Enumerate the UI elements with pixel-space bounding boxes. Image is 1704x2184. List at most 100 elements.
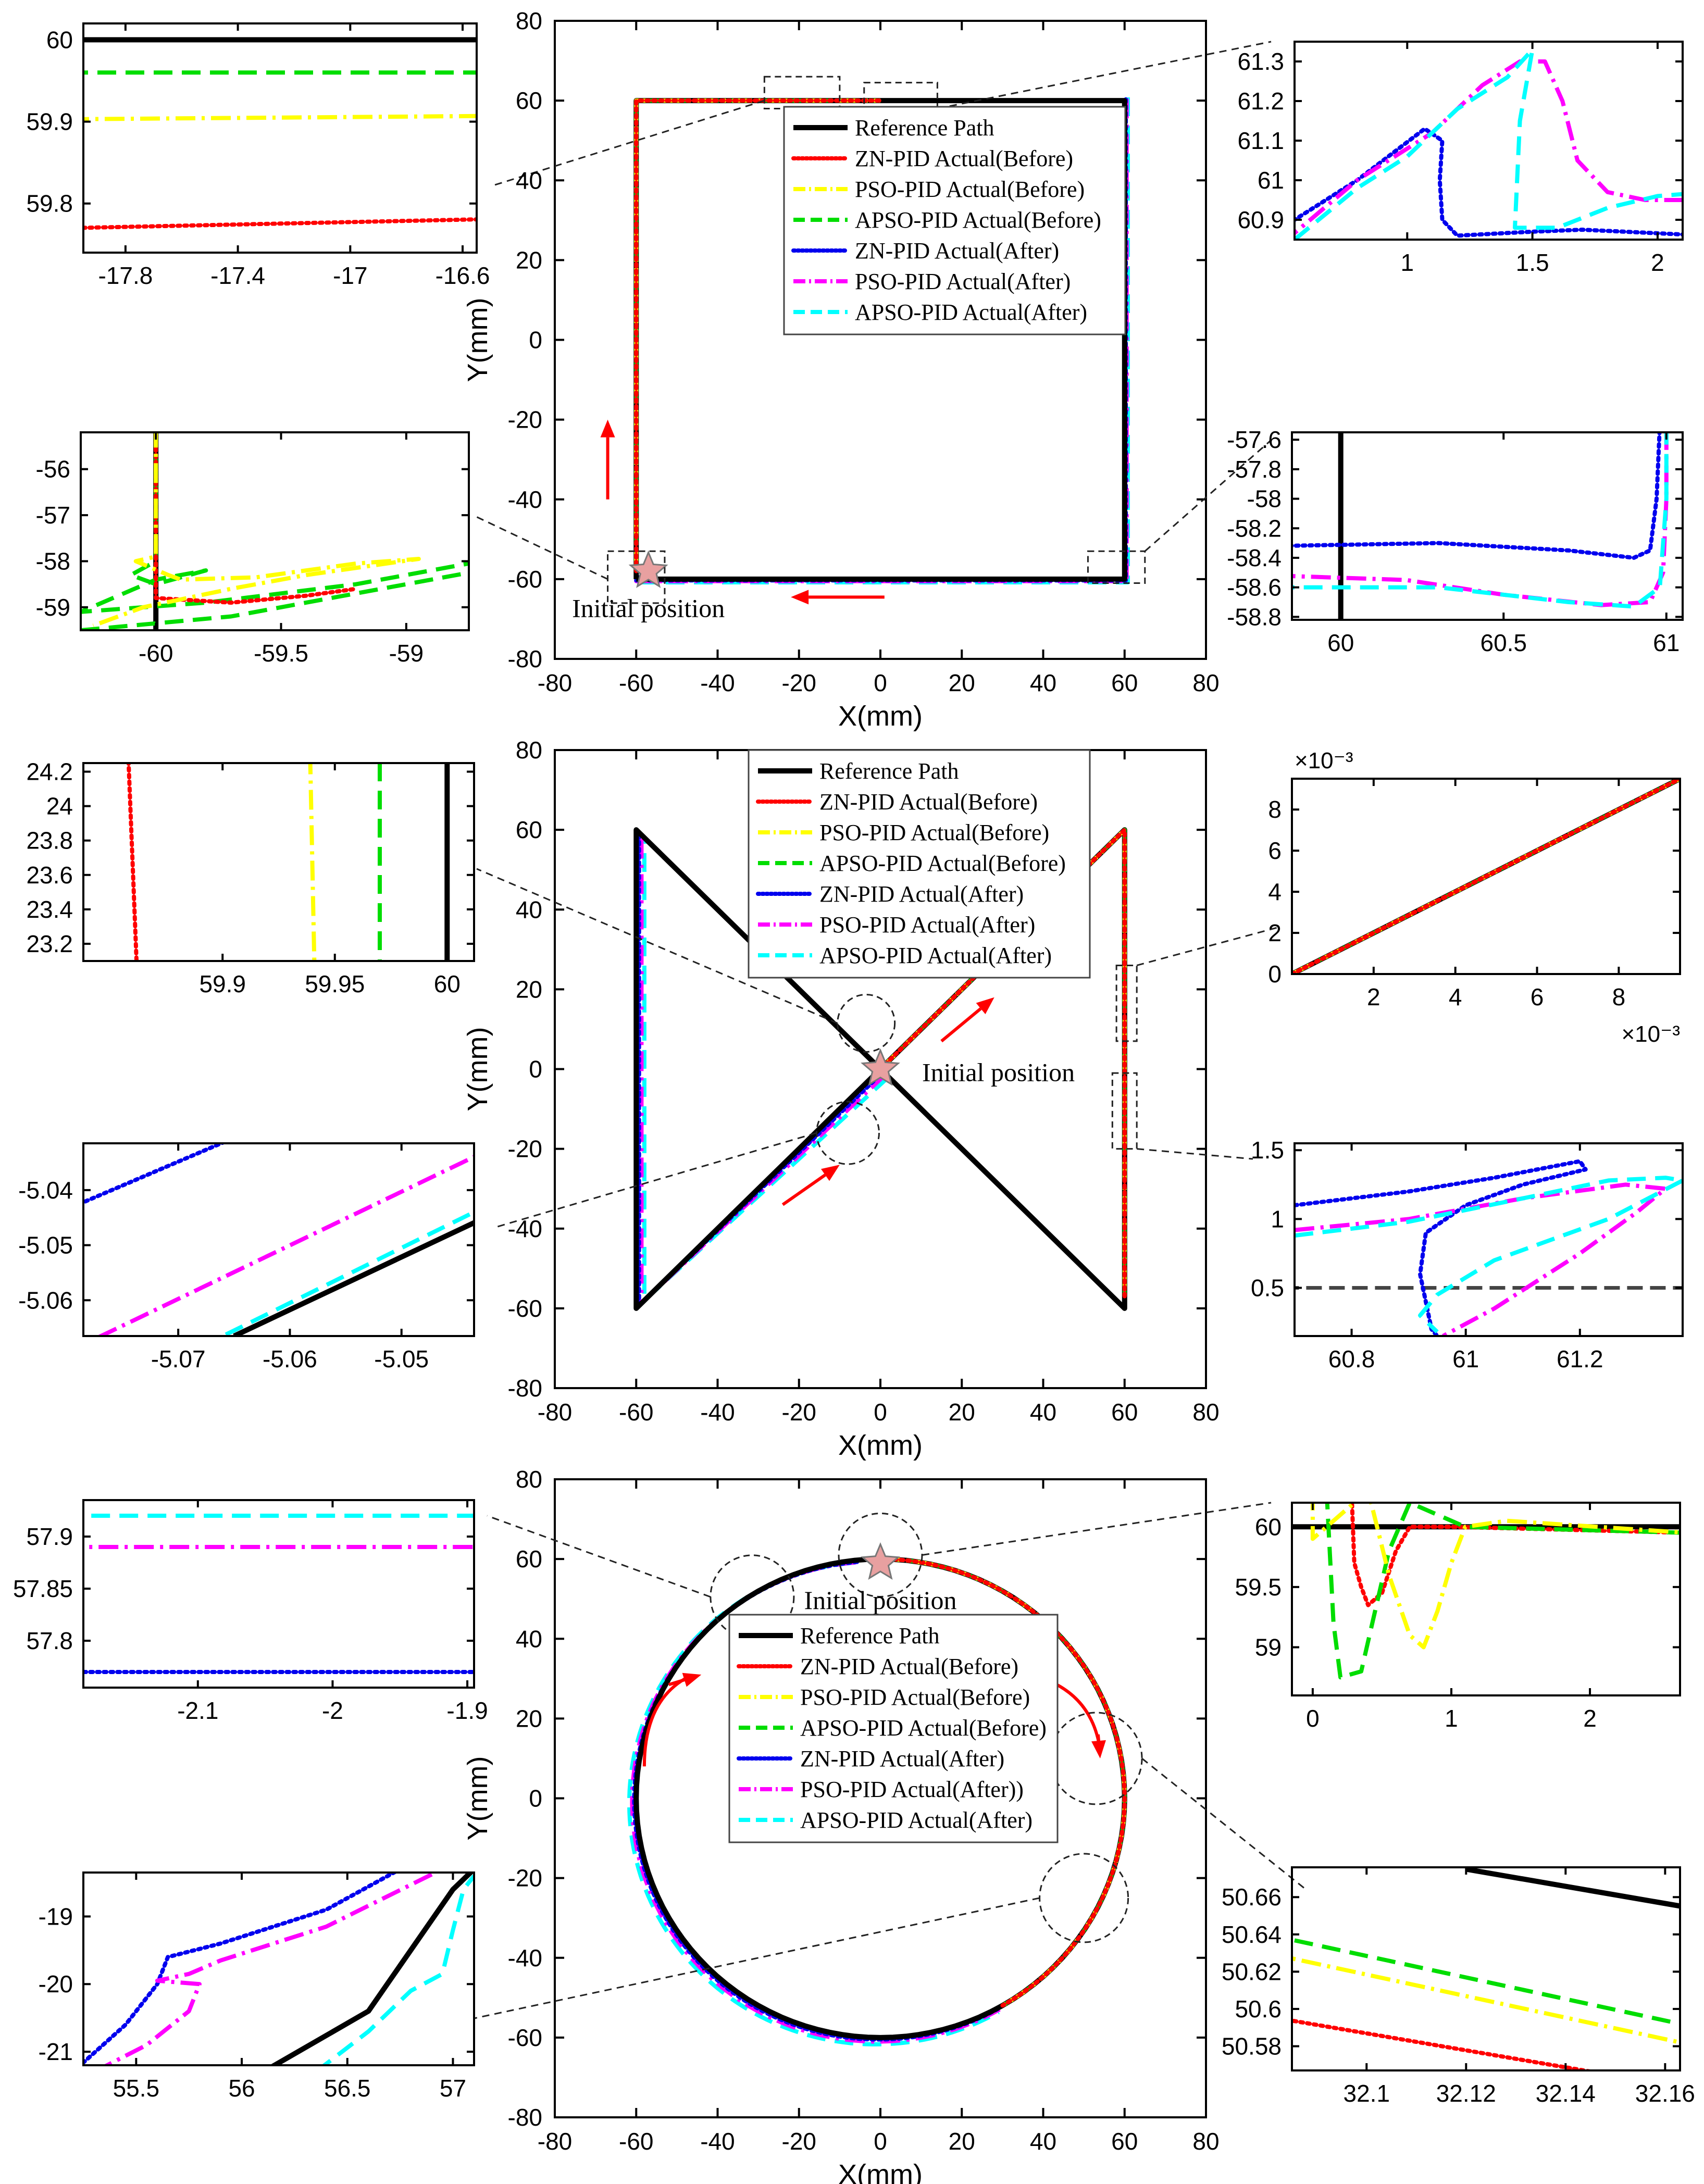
zoom-box-1c <box>607 550 666 604</box>
zoom-circle-2a <box>837 993 896 1053</box>
series-apso-pid-actual-before <box>81 432 469 614</box>
main3-ylabel: Y(mm) <box>462 1756 493 1841</box>
z2l-plot-area <box>81 432 469 630</box>
main1-ytick-label: -60 <box>508 566 542 593</box>
z2r-ytick-label: -58.2 <box>1227 515 1282 542</box>
z2r-plot-area <box>1292 432 1669 620</box>
z3l-ytick-label: 23.6 <box>26 862 73 889</box>
z6r-xtick-label: 32.16 <box>1635 2080 1695 2107</box>
z3r-xtick-label: 2 <box>1367 983 1380 1010</box>
main2-xtick-label: -40 <box>700 1399 735 1426</box>
z6l-xtick-label: 56.5 <box>324 2075 371 2102</box>
main2-ytick-label: -80 <box>508 1375 542 1402</box>
z3r-ytick-label: 2 <box>1268 919 1282 946</box>
main1-ytick-label: 60 <box>516 87 542 114</box>
direction-arrow-cw-head-head <box>1091 1740 1106 1758</box>
main1-ylabel: Y(mm) <box>462 298 493 382</box>
z1r-xtick-label: 1.5 <box>1516 249 1549 276</box>
series-zn-pid-actual-before <box>878 1557 1127 2008</box>
main3-legend-label-apso-pid-actual-before: APSO-PID Actual(Before) <box>800 1715 1047 1741</box>
z2r-ytick-label: -58 <box>1247 485 1282 513</box>
z6l-xtick-label: 57 <box>440 2075 466 2102</box>
z1r-ytick-label: 61.1 <box>1237 127 1284 154</box>
z6r-xtick-label: 32.14 <box>1536 2080 1596 2107</box>
series-pso-pid-actual-before <box>83 114 477 121</box>
leader-3a <box>487 1515 711 1598</box>
z3l-ytick-label: 23.8 <box>26 827 73 854</box>
series-apso-pid-actual-before <box>1292 1938 1680 2026</box>
z6r-plot-area <box>1292 1867 1680 2070</box>
series-pso-pid-actual-before <box>92 432 421 628</box>
z5l-xtick-label: -2.1 <box>177 1697 218 1724</box>
initial-position-star-1 <box>628 550 668 588</box>
direction-arrow-cw-head-shaft <box>1096 1734 1100 1741</box>
main2-xtick-label: 60 <box>1111 1399 1138 1426</box>
direction-arrow-ne-1-head <box>976 997 994 1015</box>
main2-legend-label-reference-path: Reference Path <box>819 758 959 784</box>
z6r-ytick-label: 50.64 <box>1222 1921 1282 1948</box>
z5r-xtick-label: 0 <box>1306 1705 1320 1732</box>
z4l-ytick-label: -5.05 <box>18 1232 73 1259</box>
main3-xtick-label: 80 <box>1192 2128 1219 2155</box>
series-apso-pid-actual-after <box>1295 1176 1683 1333</box>
main3-xlabel: X(mm) <box>838 2159 923 2184</box>
z2r-frame <box>1291 431 1684 621</box>
z2l-ytick-label: -58 <box>36 547 70 575</box>
z3r-ytick-label: 6 <box>1268 837 1282 864</box>
leader-1a <box>494 99 765 186</box>
z1l-xtick-label: -17.4 <box>210 262 265 289</box>
z1l-plot-area <box>83 37 477 230</box>
main3-legend-label-zn-pid-actual-after: ZN-PID Actual(After) <box>800 1746 1004 1771</box>
main1-xtick-label: 40 <box>1030 669 1056 696</box>
z1r-ytick-label: 61.2 <box>1237 88 1284 115</box>
main2-ytick-label: 20 <box>516 976 542 1003</box>
direction-arrow-ccw-head-shaft <box>668 1678 685 1687</box>
z1r-plot-area <box>1295 47 1683 240</box>
zoom-box-1d <box>1087 550 1146 584</box>
series-reference-path <box>269 1873 474 2065</box>
z1r-xtick-label: 1 <box>1400 249 1414 276</box>
z6l-ytick-label: -21 <box>39 2038 73 2065</box>
main3-legend-label-zn-pid-actual-before: ZN-PID Actual(Before) <box>800 1654 1018 1679</box>
text-layer: -80 -60 -40 -20 0 20 40 60 80-80-60-40-200204060… <box>13 7 1695 2184</box>
series-apso-pid-actual-before <box>81 570 469 630</box>
z3l-ytick-label: 24.2 <box>26 758 73 785</box>
direction-arrow-up-head <box>600 419 615 438</box>
main1-ytick-label: -40 <box>508 486 542 513</box>
series-zn-pid-actual-after <box>1295 1159 1588 1336</box>
z3l-ytick-label: 24 <box>46 793 73 820</box>
main2-legend-label-apso-pid-actual-after: APSO-PID Actual(After) <box>819 943 1052 968</box>
z2l-ytick-label: -57 <box>36 502 70 529</box>
zoom-box-2d <box>1111 1072 1138 1150</box>
series-apso-pid-actual-after <box>321 1875 474 2065</box>
direction-arrow-ne-2-shaft <box>781 1174 826 1206</box>
z4l-ytick-label: -5.06 <box>18 1287 73 1314</box>
main1-legend-label-zn-pid-actual-before: ZN-PID Actual(Before) <box>855 146 1073 171</box>
z3l-frame <box>82 762 475 962</box>
direction-arrow-ne-1-shaft <box>940 1007 982 1043</box>
series-pso-pid-actual-after <box>1292 432 1669 607</box>
z3r-xtick-label: 8 <box>1612 983 1626 1010</box>
main1-xtick-label: 0 <box>874 669 887 696</box>
main1-xtick-label: -20 <box>782 669 816 696</box>
main2-xtick-label: -80 <box>538 1399 572 1426</box>
main3-legend-label-reference-path: Reference Path <box>800 1623 940 1649</box>
main1-xlabel: X(mm) <box>838 701 923 732</box>
main2-ytick-label: -40 <box>508 1215 542 1242</box>
main1-legend-label-pso-pid-actual-before: PSO-PID Actual(Before) <box>855 177 1085 202</box>
z1r-xtick-label: 2 <box>1651 249 1664 276</box>
main1-legend-box <box>783 106 1126 335</box>
leader-2b <box>497 1132 817 1228</box>
series-reference-path <box>1465 1867 1680 1909</box>
series-zn-pid-actual-before <box>154 432 358 605</box>
series-reference-path <box>233 1220 474 1336</box>
z4l-xtick-label: -5.06 <box>263 1345 317 1372</box>
z5l-plot-area <box>83 1514 474 1674</box>
main3-xtick-label: 20 <box>949 2128 975 2155</box>
z5r-plot-area <box>1292 1503 1680 1680</box>
z1l-xtick-label: -17.8 <box>98 262 153 289</box>
z3l-ytick-label: 23.2 <box>26 930 73 957</box>
main2-xtick-label: -60 <box>619 1399 653 1426</box>
z5l-ytick-label: 57.8 <box>26 1627 73 1654</box>
z2l-xtick-label: -60 <box>139 640 173 667</box>
